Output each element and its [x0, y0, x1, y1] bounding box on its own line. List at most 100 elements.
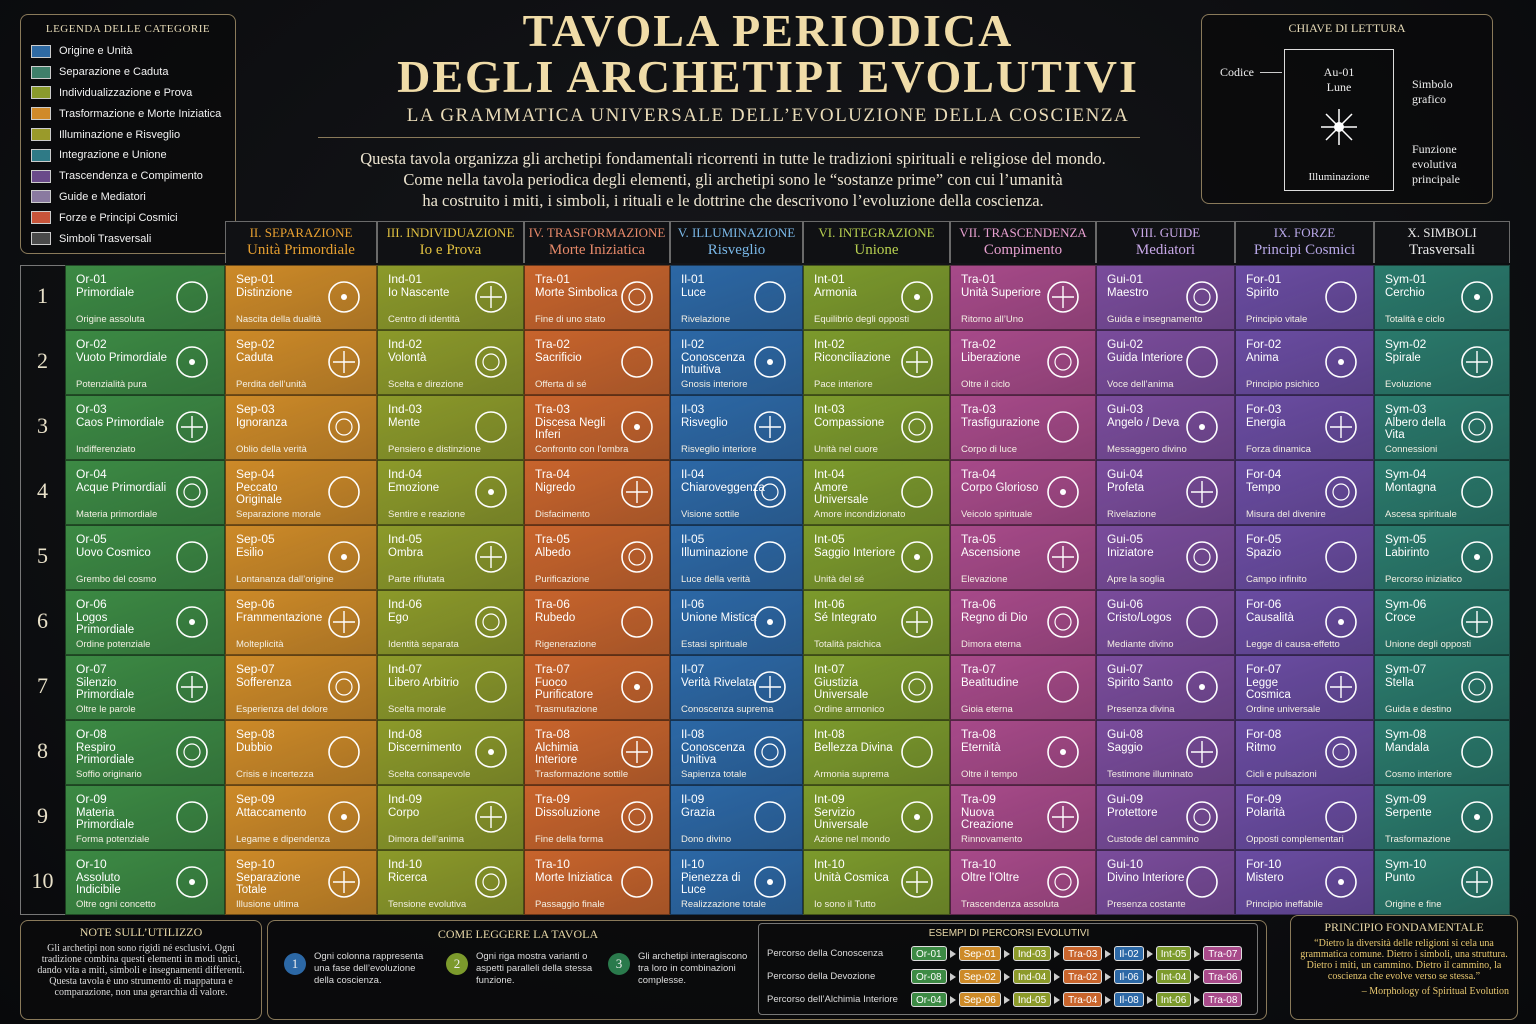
cell-symbol [1047, 346, 1079, 378]
cell-code: Or-02 [76, 337, 107, 351]
row-number: 7 [37, 673, 48, 698]
cell-function: Molteplicità [236, 639, 284, 650]
cell-code: Il-05 [681, 532, 705, 546]
cell-name: Corpo [388, 807, 420, 819]
archetype-cell: Int-05 Saggio Interiore Unità del sé [803, 525, 950, 590]
cell-code: Tra-05 [961, 532, 996, 546]
cell-name: Dissoluzione [535, 807, 601, 819]
intro-line: Questa tavola organizza gli archetipi fo… [360, 149, 1106, 168]
archetype-cell: For-08 Ritmo Cicli e pulsazioni [1235, 720, 1374, 785]
symbol-ring [475, 346, 507, 378]
archetype-cell: Tra-06 Regno di Dio Dimora eterna [950, 590, 1096, 655]
symbol-dot [914, 554, 920, 560]
cell-name: Oltre l’Oltre [961, 872, 1020, 884]
archetype-cell: Gui-10 Divino Interiore Presenza costante [1096, 850, 1235, 915]
symbol-ring [1186, 541, 1218, 573]
cell-code: Gui-06 [1107, 597, 1144, 611]
cell-code: Sym-01 [1385, 272, 1427, 286]
symbol-ring [1047, 866, 1079, 898]
cell-code: Gui-08 [1107, 727, 1144, 741]
column-subtitle: Unione [854, 242, 899, 258]
cell-symbol [621, 411, 653, 443]
symbol-dot [341, 554, 347, 560]
cell-name: Compassione [814, 417, 885, 429]
legend-item: Guide e Mediatori [31, 187, 225, 208]
archetype-cell: Sym-05 Labirinto Percorso iniziatico [1374, 525, 1510, 590]
symbol-inner [1054, 613, 1072, 631]
cell-code: Or-09 [76, 792, 107, 806]
cell-code: Ind-04 [388, 467, 423, 481]
step-number: 2 [446, 953, 468, 975]
cell-symbol [621, 541, 653, 573]
cell-symbol [901, 281, 933, 313]
cell-code: Int-08 [814, 727, 845, 741]
cell-symbol [901, 346, 933, 378]
archetype-cell: Tra-01 Morte Simbolica Fine di uno stato [524, 265, 670, 330]
cell-code: Sym-06 [1385, 597, 1427, 611]
archetype-cell: Sym-09 Serpente Trasformazione [1374, 785, 1510, 850]
cell-function: Oblio della verità [236, 444, 307, 455]
cell-symbol [1186, 541, 1218, 573]
cell-name: Maestro [1107, 287, 1149, 299]
symbol-ring [176, 736, 208, 768]
path-arrow [1003, 995, 1010, 1004]
archetype-cell: Int-09 Servizio Universale Azione nel mond… [803, 785, 950, 850]
cell-name: Angelo / Deva [1107, 417, 1180, 429]
cell-code: Gui-10 [1107, 857, 1144, 871]
cell-function: Oltre il ciclo [961, 379, 1011, 390]
legend-swatch [31, 190, 51, 204]
step-number: 1 [284, 953, 306, 975]
archetype-cell: For-02 Anima Principio psichico [1235, 330, 1374, 395]
symbol-ring [328, 476, 360, 508]
cell-symbol [475, 476, 507, 508]
cell-name: Emozione [388, 482, 440, 494]
archetype-cell: Sym-08 Mandala Cosmo interiore [1374, 720, 1510, 785]
cell-code: Sym-04 [1385, 467, 1427, 481]
column-subtitle: Mediatori [1135, 242, 1196, 258]
cell-code: Tra-06 [961, 597, 996, 611]
cell-function: Parte rifiutata [388, 574, 445, 585]
archetype-cell: Sep-02 Caduta Perdita dell’unità [225, 330, 377, 395]
symbol-dot [1060, 749, 1066, 755]
path-arrow [1194, 949, 1201, 958]
cell-symbol [754, 606, 786, 638]
cell-code: Ind-10 [388, 857, 423, 871]
archetype-cell: Sym-06 Croce Unione degli opposti [1374, 590, 1510, 655]
symbol-ring [328, 671, 360, 703]
cell-name: Frammentazione [236, 612, 323, 624]
symbol-ring [901, 671, 933, 703]
key-title: CHIAVE DI LETTURA [1288, 21, 1406, 35]
cell-function: Separazione morale [236, 509, 322, 520]
symbol-ring [1461, 541, 1493, 573]
cell-name: Stella [1385, 677, 1414, 689]
cell-function: Amore incondizionato [814, 509, 906, 520]
symbol-dot [1338, 879, 1344, 885]
symbol-dot [767, 879, 773, 885]
cell-code: Tra-08 [961, 727, 996, 741]
cell-function: Apre la soglia [1107, 574, 1165, 585]
cell-function: Elevazione [961, 574, 1008, 585]
path-chip: Il-08 [1114, 992, 1144, 1007]
cell-name: Logos Primordiale [76, 612, 135, 636]
symbol-ring [328, 801, 360, 833]
row-number: 6 [37, 608, 48, 633]
archetype-cell: Int-07 Giustizia Universale Ordine armonic… [803, 655, 950, 720]
symbol-ring [1461, 346, 1493, 378]
cell-function: Principio psichico [1246, 379, 1320, 390]
column-subtitle: Io e Prova [419, 242, 482, 258]
cell-symbol [901, 671, 933, 703]
cell-symbol [1047, 866, 1079, 898]
symbol-inner [183, 743, 201, 761]
cell-symbol [621, 606, 653, 638]
symbol-ring [1461, 281, 1493, 313]
symbol-ring [901, 411, 933, 443]
cell-function: Unità nel cuore [814, 444, 878, 455]
symbol-ring [1325, 866, 1357, 898]
legend-swatch [31, 44, 51, 58]
archetype-cell: Sep-08 Dubbio Crisis e incertezza [225, 720, 377, 785]
step-text: Ogni colonna rappresenta una fase dell’e… [314, 951, 424, 986]
cell-function: Voce dell’anima [1107, 379, 1174, 390]
cell-name: Distinzione [236, 287, 293, 299]
column-subtitle: Morte Iniziatica [548, 242, 646, 258]
cell-symbol [176, 411, 208, 443]
